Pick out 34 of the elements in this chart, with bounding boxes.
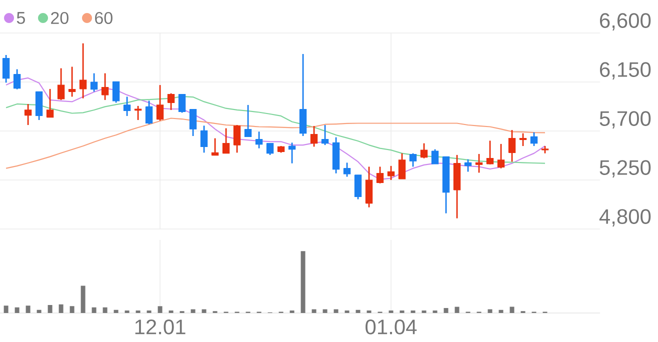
bar — [334, 309, 338, 313]
y-tick-label: 6,600 — [600, 13, 651, 30]
bar — [26, 306, 30, 313]
bar — [190, 309, 196, 313]
bar — [36, 310, 42, 313]
x-tick-label: 01.04 — [366, 320, 417, 334]
legend-label: 5 — [16, 12, 25, 24]
y-tick-label: 5,700 — [600, 111, 651, 128]
bar — [114, 310, 118, 313]
legend-label: 60 — [95, 12, 112, 24]
legend-label: 20 — [51, 12, 68, 24]
bar — [14, 307, 20, 313]
bar — [454, 306, 460, 313]
bar — [58, 304, 64, 313]
bar — [498, 310, 504, 313]
y-tick-label: 4,800 — [599, 209, 651, 226]
bar — [70, 306, 74, 313]
bar — [102, 307, 108, 313]
y-tick-label: 5,250 — [600, 160, 651, 178]
bar — [510, 306, 514, 313]
bar — [48, 304, 52, 313]
y-tick-label: 6,150 — [600, 62, 651, 80]
bar — [312, 309, 316, 313]
x-tick-label: 12.01 — [135, 320, 186, 334]
bar — [488, 309, 492, 313]
bar — [92, 307, 96, 313]
bar — [202, 309, 206, 313]
bar — [4, 306, 8, 313]
bar — [322, 309, 328, 313]
bar — [444, 308, 448, 313]
bar — [300, 251, 306, 313]
bar — [356, 310, 360, 313]
bar — [158, 306, 162, 313]
bar — [80, 286, 86, 313]
